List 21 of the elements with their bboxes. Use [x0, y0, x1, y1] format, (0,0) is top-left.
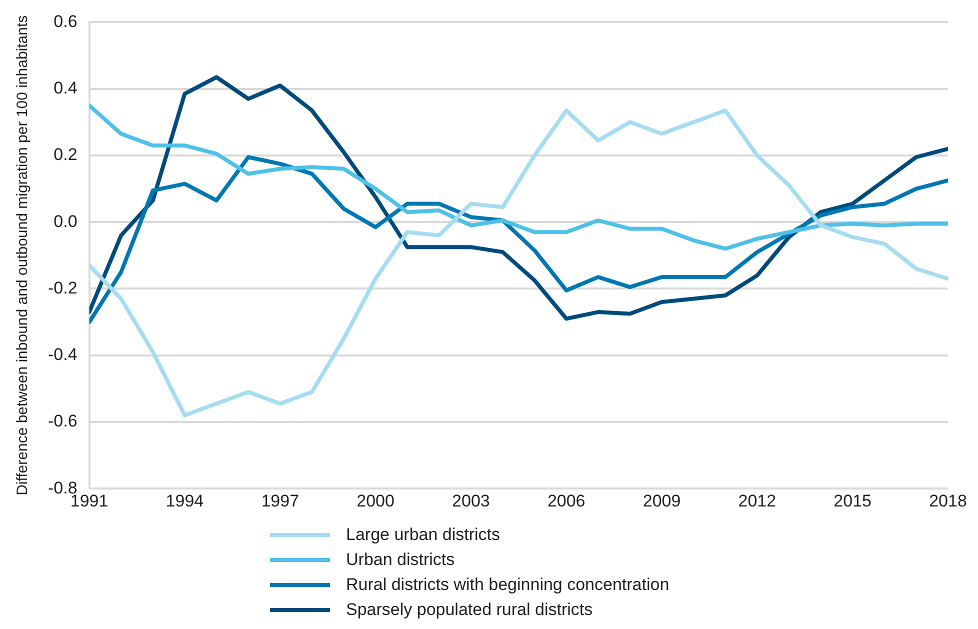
legend-label: Sparsely populated rural districts: [346, 600, 593, 620]
y-tick-label: 0.6: [54, 12, 78, 31]
y-tick-label: -0.4: [48, 345, 78, 364]
y-tick-label: 0.4: [54, 78, 78, 98]
y-tick-label: -0.2: [48, 278, 78, 298]
x-tick-label: 2018: [929, 491, 967, 510]
x-tick-label: 2000: [356, 491, 394, 510]
x-tick-label: 2003: [452, 491, 490, 510]
x-tick-label: 2012: [738, 491, 776, 510]
legend-label: Large urban districts: [346, 524, 500, 544]
x-tick-label: 2015: [834, 491, 872, 510]
legend-label: Urban districts: [346, 550, 455, 570]
x-tick-label: 2006: [547, 491, 586, 510]
legend-label: Rural districts with beginning concentration: [346, 574, 670, 594]
y-tick-label: 0.2: [54, 145, 78, 164]
y-tick-label: -0.6: [48, 412, 78, 431]
y-tick-label: 0.0: [54, 212, 78, 231]
x-tick-label: 2009: [642, 491, 681, 510]
y-axis-title: Difference between inbound and outbound migration per 100 inhabitants: [14, 15, 32, 496]
x-tick-label: 1997: [261, 491, 300, 510]
x-tick-label: 1994: [166, 491, 204, 510]
